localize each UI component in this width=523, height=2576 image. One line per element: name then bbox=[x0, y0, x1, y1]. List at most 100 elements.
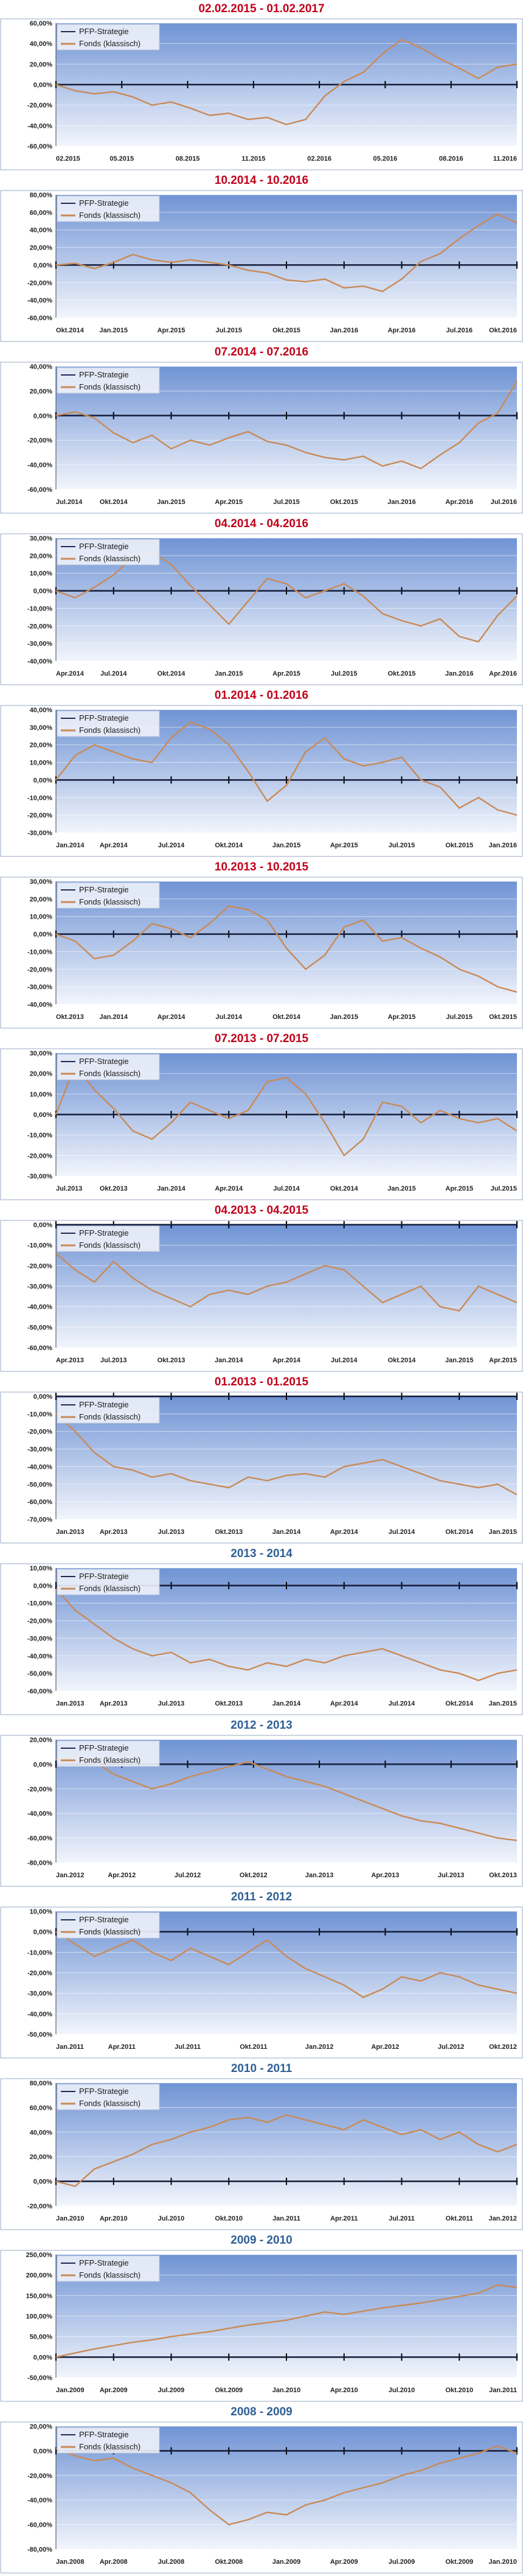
legend-box bbox=[57, 2084, 160, 2110]
y-tick-label: -20,00% bbox=[27, 279, 52, 287]
legend-box bbox=[57, 710, 160, 737]
x-tick-label: Jul.2014 bbox=[158, 842, 185, 849]
x-tick-label: Jan.2015 bbox=[272, 842, 300, 849]
legend: PFP-Strategie Fonds (klassisch) bbox=[57, 882, 160, 909]
x-tick-label: Jan.2014 bbox=[272, 1528, 301, 1536]
x-tick-label: Apr.2008 bbox=[100, 2558, 128, 2566]
x-tick-label: Jan.2015 bbox=[445, 1357, 473, 1364]
y-tick-label: 100,00% bbox=[26, 2313, 53, 2320]
x-tick-label: Jan.2016 bbox=[387, 499, 415, 506]
legend-fonds-label: Fonds (klassisch) bbox=[79, 1755, 140, 1765]
y-tick-label: 60,00% bbox=[30, 20, 53, 27]
x-tick-label: Apr.2010 bbox=[330, 2387, 358, 2394]
x-tick-label: Okt.2014 bbox=[215, 842, 243, 849]
chart-svg: 30,00% 20,00% 10,00% 0,00% -10,00% -20,00% -30… bbox=[0, 1048, 523, 1200]
y-tick-label: -40,00% bbox=[27, 1463, 52, 1471]
legend-pfp-label: PFP-Strategie bbox=[79, 1572, 129, 1581]
x-tick-label: Jan.2016 bbox=[330, 327, 358, 334]
chart-svg: 80,00% 60,00% 40,00% 20,00% 0,00% -20,00% Jan.… bbox=[0, 2078, 523, 2230]
x-tick-label: Jan.2010 bbox=[489, 2558, 517, 2566]
legend-fonds-label: Fonds (klassisch) bbox=[79, 554, 140, 563]
y-tick-label: -10,00% bbox=[27, 605, 52, 612]
chart-title: 2009 - 2010 bbox=[230, 2234, 293, 2247]
y-tick-label: 30,00% bbox=[30, 535, 53, 542]
y-tick-label: -60,00% bbox=[27, 1345, 52, 1352]
y-tick-label: -30,00% bbox=[27, 1446, 52, 1454]
chart-14: 2009 - 2010 250,00% 200,00% 150,00% 100,00% 5… bbox=[0, 2231, 523, 2403]
y-tick-label: 200,00% bbox=[26, 2272, 53, 2280]
x-tick-label: Okt.2013 bbox=[215, 1528, 243, 1536]
legend-fonds-label: Fonds (klassisch) bbox=[79, 726, 140, 735]
chart-4: 04.2014 - 04.2016 30,00% 20,00% 10,00% 0,00%… bbox=[0, 515, 523, 687]
x-tick-label: Apr.2014 bbox=[158, 1013, 186, 1021]
y-tick-label: 0,00% bbox=[33, 2448, 52, 2455]
x-tick-label: Jan.2015 bbox=[489, 1528, 517, 1536]
x-tick-label: Jul.2015 bbox=[216, 327, 242, 334]
x-tick-label: Okt.2014 bbox=[445, 1700, 474, 1707]
y-tick-label: 60,00% bbox=[30, 209, 53, 217]
legend-fonds-label: Fonds (klassisch) bbox=[79, 382, 140, 391]
chart-title: 2011 - 2012 bbox=[230, 1891, 293, 1903]
chart-12: 2011 - 2012 10,00% 0,00% -10,00% -20,00% -30,… bbox=[0, 1888, 523, 2060]
y-tick-label: -10,00% bbox=[27, 1411, 52, 1418]
x-tick-label: Jan.2011 bbox=[272, 2215, 300, 2222]
x-tick-label: Jan.2014 bbox=[272, 1700, 301, 1707]
x-tick-label: Apr.2015 bbox=[215, 499, 243, 506]
x-tick-label: Jul.2009 bbox=[158, 2387, 184, 2394]
y-tick-label: -20,00% bbox=[27, 1786, 52, 1793]
x-tick-label: Jan.2014 bbox=[56, 842, 85, 849]
y-tick-label: 150,00% bbox=[26, 2292, 53, 2300]
y-tick-label: -10,00% bbox=[27, 1242, 52, 1250]
x-tick-label: Okt.2013 bbox=[489, 1872, 517, 1879]
legend-pfp-label: PFP-Strategie bbox=[79, 713, 129, 723]
x-tick-label: Apr.2012 bbox=[108, 1872, 136, 1879]
chart-15: 2008 - 2009 20,00% 0,00% -20,00% -40,00% -60,… bbox=[0, 2403, 523, 2575]
y-tick-label: -20,00% bbox=[27, 966, 52, 973]
legend-pfp-label: PFP-Strategie bbox=[79, 1057, 129, 1066]
chart-svg: 30,00% 20,00% 10,00% 0,00% -10,00% -20,00% -30… bbox=[0, 877, 523, 1029]
y-tick-label: -10,00% bbox=[27, 1600, 52, 1608]
y-tick-label: -60,00% bbox=[27, 2522, 52, 2529]
legend: PFP-Strategie Fonds (klassisch) bbox=[57, 1740, 160, 1767]
x-tick-label: Jan.2013 bbox=[56, 1528, 84, 1536]
y-tick-label: -40,00% bbox=[27, 1304, 52, 1311]
chart-svg: 30,00% 20,00% 10,00% 0,00% -10,00% -20,00% -30… bbox=[0, 533, 523, 685]
x-tick-label: Okt.2013 bbox=[158, 1357, 185, 1364]
y-tick-label: -20,00% bbox=[27, 1152, 52, 1160]
x-tick-label: Okt.2016 bbox=[489, 327, 517, 334]
legend-fonds-label: Fonds (klassisch) bbox=[79, 39, 140, 48]
legend-pfp-label: PFP-Strategie bbox=[79, 370, 129, 379]
chart-title: 04.2014 - 04.2016 bbox=[214, 517, 309, 530]
fonds-series-line bbox=[55, 1931, 518, 1998]
y-tick-label: 20,00% bbox=[30, 1737, 53, 1744]
chart-svg: 250,00% 200,00% 150,00% 100,00% 50,00% 0,00% -… bbox=[0, 2250, 523, 2402]
x-tick-label: Jan.2014 bbox=[100, 1013, 128, 1021]
y-tick-label: -30,00% bbox=[27, 1283, 52, 1290]
legend-pfp-label: PFP-Strategie bbox=[79, 2258, 129, 2267]
y-tick-label: -10,00% bbox=[27, 1132, 52, 1139]
y-tick-label: 0,00% bbox=[33, 1929, 52, 1936]
legend: PFP-Strategie Fonds (klassisch) bbox=[57, 367, 160, 394]
x-tick-label: Jan.2015 bbox=[215, 670, 243, 677]
chart-title: 01.2013 - 01.2015 bbox=[214, 1376, 309, 1388]
y-tick-label: 20,00% bbox=[30, 61, 53, 68]
chart-title: 02.02.2015 - 01.02.2017 bbox=[198, 2, 325, 15]
y-tick-label: -30,00% bbox=[27, 830, 52, 837]
y-tick-label: 10,00% bbox=[30, 570, 53, 578]
chart-svg: 20,00% 0,00% -20,00% -40,00% -60,00% -80,00% J… bbox=[0, 2421, 523, 2574]
x-tick-label: Okt.2013 bbox=[56, 1013, 84, 1021]
x-tick-label: Okt.2015 bbox=[489, 1013, 517, 1021]
chart-svg: 40,00% 30,00% 20,00% 10,00% 0,00% -10,00% -20,… bbox=[0, 705, 523, 857]
fonds-series-line bbox=[55, 1065, 518, 1157]
x-tick-label: 02.2015 bbox=[56, 155, 80, 163]
legend: PFP-Strategie Fonds (klassisch) bbox=[57, 195, 160, 222]
y-tick-label: 60,00% bbox=[30, 2104, 53, 2112]
x-tick-label: Okt.2014 bbox=[272, 1013, 301, 1021]
legend-fonds-label: Fonds (klassisch) bbox=[79, 1241, 140, 1250]
chart-3: 07.2014 - 07.2016 40,00% 20,00% 0,00% -20,00… bbox=[0, 343, 523, 515]
x-tick-label: Jan.2012 bbox=[56, 1872, 84, 1879]
x-tick-label: Apr.2015 bbox=[330, 842, 358, 849]
chart-svg: 10,00% 0,00% -10,00% -20,00% -30,00% -40,00% -… bbox=[0, 1563, 523, 1715]
x-tick-label: Okt.2014 bbox=[56, 327, 85, 334]
x-tick-label: Jul.2014 bbox=[331, 1357, 358, 1364]
